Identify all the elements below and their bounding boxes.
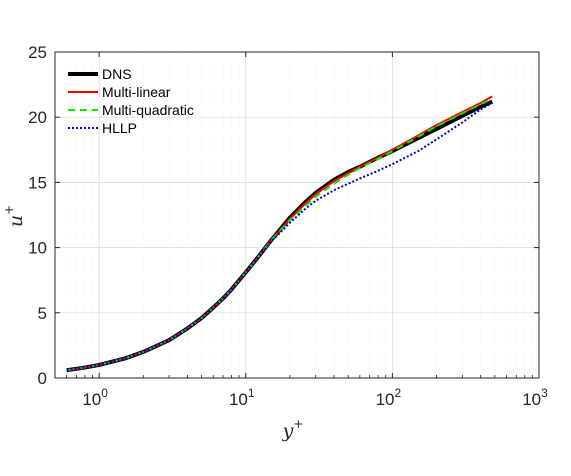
x-tick-label: 102 — [376, 386, 402, 409]
y-axis-label: u+ — [2, 205, 27, 227]
x-tick-label: 103 — [522, 386, 548, 409]
legend-label: Multi-linear — [102, 84, 171, 100]
axes: 0 5 10 15 20 25 100 101 102 103 — [28, 43, 548, 409]
y-tick-label: 0 — [38, 369, 47, 388]
x-tick-label: 101 — [229, 386, 255, 409]
x-tick-label: 100 — [82, 386, 108, 409]
plot-lines — [66, 95, 494, 373]
legend-label: Multi-quadratic — [102, 102, 194, 118]
x-axis-label: y+ — [282, 417, 304, 442]
y-tick-label: 25 — [28, 43, 47, 62]
y-tick-label: 15 — [28, 173, 47, 192]
series-line-hllp — [66, 101, 493, 372]
grid — [55, 51, 540, 379]
legend: DNS Multi-linear Multi-quadratic HLLP — [68, 66, 194, 136]
legend-label: DNS — [102, 66, 132, 82]
y-tick-label: 20 — [28, 108, 47, 127]
legend-label: HLLP — [102, 120, 137, 136]
y-tick-label: 10 — [28, 239, 47, 258]
y-tick-label: 5 — [38, 304, 47, 323]
axes-box — [54, 51, 540, 379]
